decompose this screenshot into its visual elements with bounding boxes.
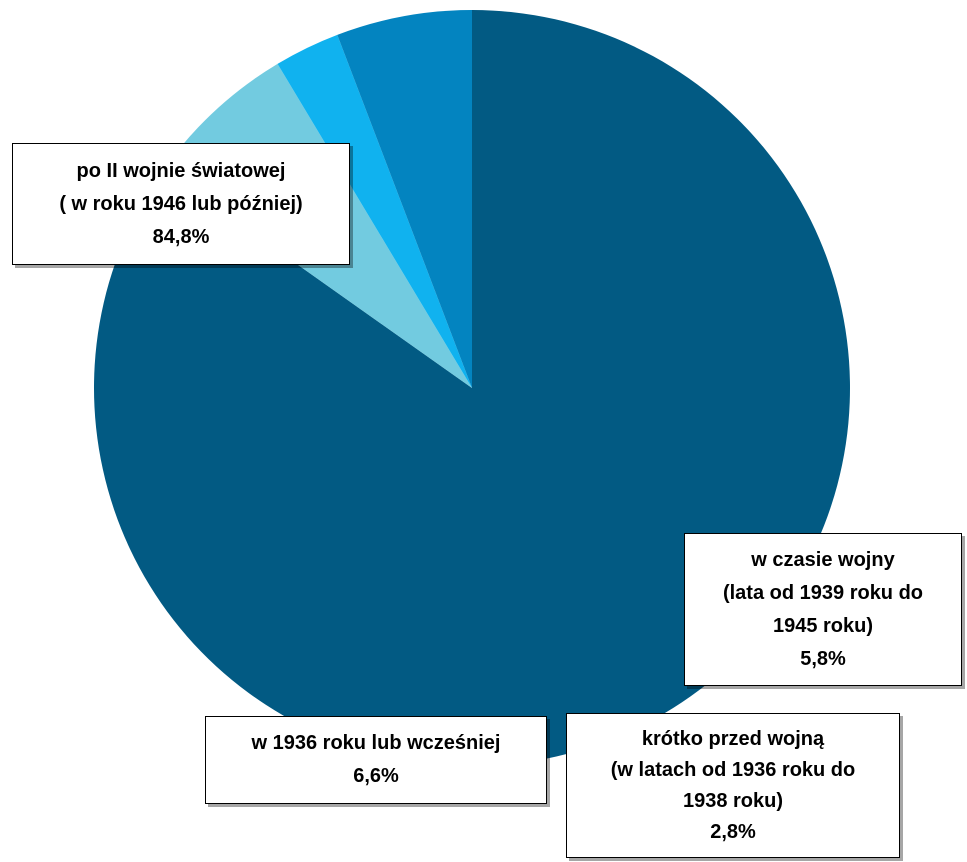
slice-label-1936-or-earlier-line-1: w 1936 roku lub wcześniej bbox=[251, 732, 501, 754]
slice-value-1936-or-earlier: 6,6% bbox=[353, 765, 399, 787]
pie-slice-post-war bbox=[93, 10, 850, 767]
pie-slice-during-war bbox=[337, 9, 472, 388]
slice-value-post-war: 84,8% bbox=[152, 225, 210, 248]
slice-label-during-war-line-1: w czasie wojny bbox=[751, 548, 895, 571]
slice-label-post-war: po II wojnie światowej ( w roku 1946 lub… bbox=[12, 143, 350, 265]
slice-value-during-war: 5,8% bbox=[800, 647, 846, 670]
slice-label-during-war-line-2: (lata od 1939 roku do bbox=[722, 581, 924, 604]
slice-label-pre-war-line-1: krótko przed wojną bbox=[641, 727, 825, 750]
slice-label-during-war-line-3: 1945 roku) bbox=[772, 614, 874, 637]
slice-label-during-war: w czasie wojny (lata od 1939 roku do 194… bbox=[684, 533, 962, 686]
slice-value-pre-war: 2,8% bbox=[710, 820, 756, 843]
slice-label-1936-or-earlier: w 1936 roku lub wcześniej 6,6% bbox=[205, 716, 547, 804]
slice-label-pre-war-line-2: (w latach od 1936 roku do bbox=[610, 758, 856, 781]
slice-label-pre-war-line-3: 1938 roku) bbox=[682, 789, 784, 812]
pie-slice-pre-war bbox=[277, 34, 472, 388]
slice-label-post-war-line-1: po II wojnie światowej bbox=[76, 159, 286, 182]
slice-label-pre-war: krótko przed wojną (w latach od 1936 rok… bbox=[566, 713, 900, 858]
slice-label-post-war-line-2: ( w roku 1946 lub później) bbox=[59, 192, 303, 215]
